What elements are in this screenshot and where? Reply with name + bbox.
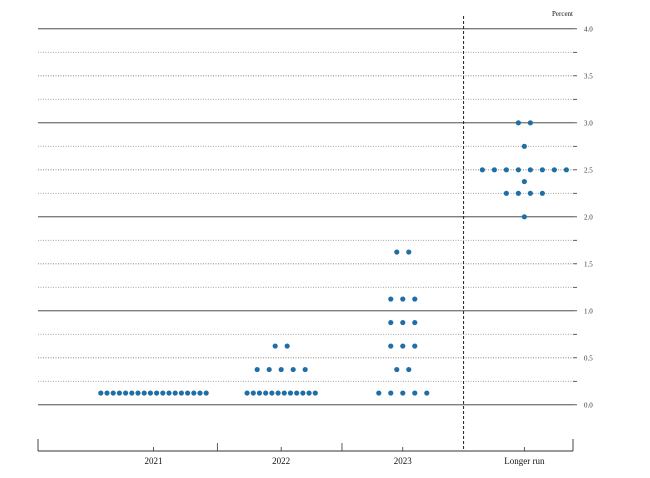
y-tick-label: 0.5	[584, 354, 593, 362]
participant-dot	[388, 343, 394, 349]
y-axis: 0.0 0.5 1.0 1.5 2.0 2.5 3.0 3.5 4.0	[573, 25, 593, 409]
participant-dot	[400, 390, 406, 396]
participant-dot	[412, 296, 418, 302]
participant-dot	[406, 366, 412, 373]
participant-dot	[394, 249, 400, 255]
participant-dot	[123, 390, 129, 396]
participant-dot	[275, 390, 281, 396]
participant-dot	[172, 390, 178, 396]
participant-dot	[503, 190, 509, 196]
participant-dot	[388, 319, 394, 326]
participant-dot	[290, 366, 296, 373]
participant-dot	[300, 390, 306, 396]
participant-dot	[521, 143, 527, 149]
participant-dot	[479, 167, 485, 173]
participant-dot	[135, 390, 141, 396]
y-tick-label: 2.5	[584, 166, 593, 174]
participant-dot	[129, 390, 135, 396]
gridlines	[38, 28, 573, 406]
participant-dot	[406, 249, 412, 255]
participant-dot	[250, 390, 256, 396]
dots-layer	[98, 120, 569, 396]
participant-dot	[185, 390, 191, 396]
participant-dot	[539, 190, 545, 196]
participant-dot	[388, 390, 394, 396]
participant-dot	[191, 390, 197, 396]
x-category-label: Longer run	[504, 456, 545, 466]
participant-dot	[551, 167, 557, 173]
participant-dot	[269, 390, 275, 396]
participant-dot	[388, 296, 394, 302]
x-axis: 2021 2022 2023 Longer run	[37, 16, 574, 466]
participant-dot	[256, 390, 263, 396]
participant-dot	[98, 390, 104, 396]
participant-dot	[104, 390, 110, 396]
y-tick-label: 4.0	[584, 25, 593, 33]
participant-dot	[272, 343, 278, 349]
y-tick-label: 1.0	[584, 307, 593, 315]
y-tick-label: 2.0	[584, 213, 593, 221]
participant-dot	[527, 167, 533, 173]
participant-dot	[306, 390, 312, 396]
participant-dot	[521, 178, 527, 185]
participant-dot	[154, 390, 160, 396]
participant-dot	[515, 120, 521, 126]
participant-dot	[278, 366, 284, 373]
participant-dot	[141, 390, 147, 396]
participant-dot	[116, 390, 123, 396]
participant-dot	[287, 390, 294, 396]
participant-dot	[527, 120, 533, 126]
y-tick-label: 3.0	[584, 119, 593, 127]
participant-dot	[424, 390, 430, 396]
participant-dot	[376, 390, 382, 396]
participant-dot	[539, 167, 545, 173]
participant-dot	[197, 390, 203, 396]
participant-dot	[166, 390, 172, 396]
participant-dot	[400, 319, 406, 326]
participant-dot	[147, 390, 154, 396]
participant-dot	[412, 343, 418, 349]
participant-dot	[412, 390, 418, 396]
participant-dot	[503, 167, 509, 173]
y-tick-label: 1.5	[584, 260, 593, 268]
participant-dot	[515, 167, 521, 173]
participant-dot	[302, 366, 308, 373]
participant-dot	[266, 366, 272, 373]
participant-dot	[521, 214, 527, 220]
participant-dot	[312, 390, 318, 396]
participant-dot	[400, 343, 406, 349]
participant-dot	[178, 390, 185, 396]
participant-dot	[294, 390, 300, 396]
participant-dot	[527, 190, 533, 196]
x-category-label: 2023	[394, 456, 413, 466]
y-tick-label: 3.5	[584, 72, 593, 80]
participant-dot	[281, 390, 287, 396]
participant-dot	[110, 390, 116, 396]
participant-dot	[412, 319, 418, 326]
participant-dot	[284, 343, 290, 349]
participant-dot	[203, 390, 209, 396]
participant-dot	[491, 167, 497, 173]
participant-dot	[394, 366, 400, 373]
x-category-label: 2022	[272, 456, 290, 466]
participant-dot	[254, 366, 260, 373]
participant-dot	[244, 390, 250, 396]
participant-dot	[515, 190, 521, 196]
participant-dot	[263, 390, 269, 396]
unit-label: Percent	[552, 10, 573, 18]
x-category-label: 2021	[145, 456, 163, 466]
participant-dot	[400, 296, 406, 302]
participant-dot	[563, 167, 569, 173]
participant-dot	[160, 390, 166, 396]
y-tick-label: 0.0	[584, 401, 593, 409]
